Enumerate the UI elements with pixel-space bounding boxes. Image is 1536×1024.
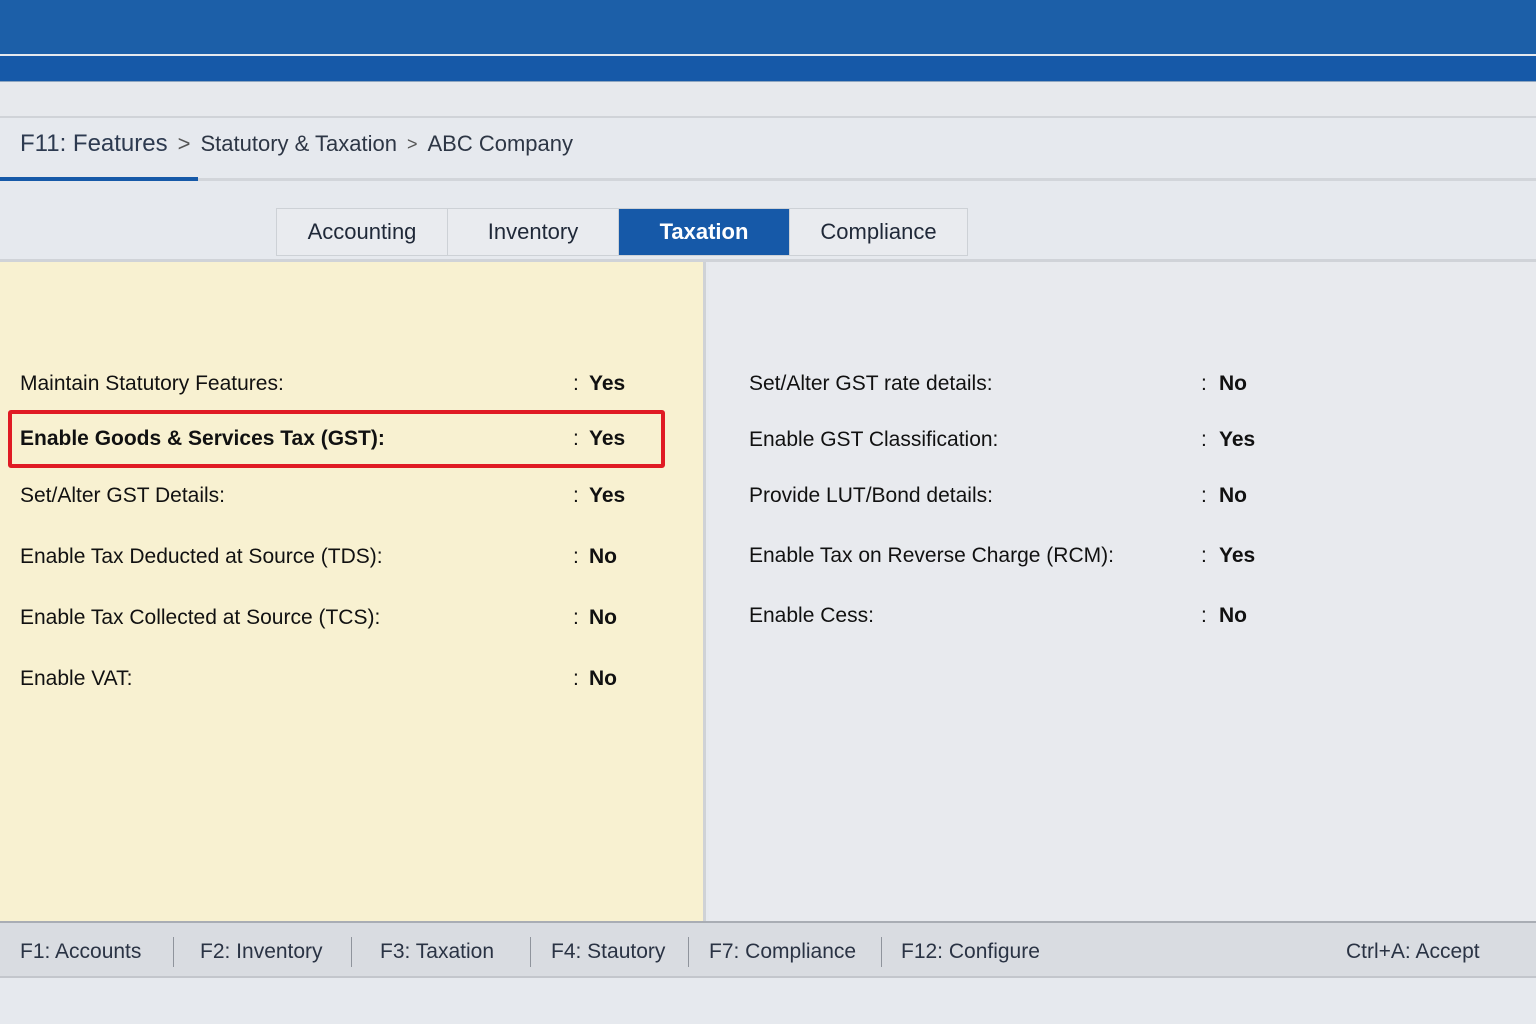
field-colon: : (1201, 428, 1207, 451)
field-value[interactable]: Yes (1219, 544, 1256, 567)
field-value[interactable]: No (1219, 372, 1247, 395)
field-value[interactable]: No (1219, 484, 1247, 507)
breadcrumb-underline (0, 177, 1536, 181)
field-colon: : (573, 372, 579, 395)
field-label: Enable Cess: (749, 604, 874, 627)
field-colon: : (1201, 484, 1207, 507)
field-label: Provide LUT/Bond details: (749, 484, 993, 507)
field-value[interactable]: No (589, 667, 617, 690)
divider (0, 259, 1536, 262)
left-panel (0, 262, 706, 921)
field-row[interactable]: Set/Alter GST Details:: Yes (20, 483, 720, 509)
footer-key-accept[interactable]: Ctrl+A: Accept (1346, 940, 1480, 963)
field-colon: : (573, 545, 579, 568)
menu-bar (0, 56, 1536, 82)
divider (881, 937, 882, 967)
field-row[interactable]: Enable VAT:: No (20, 666, 720, 692)
footer-key-statutory[interactable]: F4: Stautory (551, 940, 666, 963)
field-value[interactable]: Yes (589, 372, 626, 395)
tab-accounting[interactable]: Accounting (277, 209, 448, 255)
field-value[interactable]: Yes (1219, 428, 1256, 451)
breadcrumb-features[interactable]: F11: Features (20, 130, 168, 157)
field-colon: : (1201, 372, 1207, 395)
tab-compliance[interactable]: Compliance (790, 209, 967, 255)
field-row[interactable]: Enable Goods & Services Tax (GST):: Yes (20, 426, 720, 452)
footer-key-compliance[interactable]: F7: Compliance (709, 940, 857, 963)
footer-bar: F1: Accounts F2: Inventory F3: Taxation … (0, 921, 1536, 978)
right-panel (709, 262, 1536, 921)
field-colon: : (573, 606, 579, 629)
field-label: Maintain Statutory Features: (20, 372, 284, 395)
field-row[interactable]: Set/Alter GST rate details:: No (749, 371, 1449, 397)
field-value[interactable]: No (589, 606, 617, 629)
chevron-right-icon: > (406, 133, 418, 154)
footer-key-accounts[interactable]: F1: Accounts (20, 940, 142, 963)
footer-key-inventory[interactable]: F2: Inventory (200, 940, 323, 963)
tab-taxation[interactable]: Taxation (619, 209, 790, 255)
field-value[interactable]: Yes (589, 427, 626, 450)
field-row[interactable]: Provide LUT/Bond details:: No (749, 483, 1449, 509)
divider (530, 937, 531, 967)
footer-key-configure[interactable]: F12: Configure (901, 940, 1040, 963)
breadcrumb: F11: Features > Statutory & Taxation > A… (20, 130, 573, 158)
highlight-box (8, 410, 665, 468)
field-colon: : (1201, 604, 1207, 627)
chevron-right-icon: > (177, 131, 191, 156)
field-row[interactable]: Enable Cess:: No (749, 603, 1449, 629)
field-row[interactable]: Enable Tax Collected at Source (TCS):: No (20, 605, 720, 631)
field-row[interactable]: Enable Tax on Reverse Charge (RCM):: Yes (749, 543, 1449, 569)
field-label: Enable VAT: (20, 667, 133, 690)
field-row[interactable]: Enable Tax Deducted at Source (TDS):: No (20, 544, 720, 570)
divider (351, 937, 352, 967)
field-label: Enable GST Classification: (749, 428, 999, 451)
field-colon: : (573, 427, 579, 450)
field-value[interactable]: No (1219, 604, 1247, 627)
field-colon: : (573, 667, 579, 690)
field-label: Enable Tax on Reverse Charge (RCM): (749, 544, 1114, 567)
field-colon: : (1201, 544, 1207, 567)
divider (688, 937, 689, 967)
field-label: Set/Alter GST rate details: (749, 372, 993, 395)
divider (173, 937, 174, 967)
field-colon: : (573, 484, 579, 507)
field-label: Enable Tax Deducted at Source (TDS): (20, 545, 383, 568)
footer-key-taxation[interactable]: F3: Taxation (380, 940, 495, 963)
field-value[interactable]: No (589, 545, 617, 568)
field-label: Enable Goods & Services Tax (GST): (20, 427, 385, 450)
field-value[interactable]: Yes (589, 484, 626, 507)
tab-bar: Accounting Inventory Taxation Compliance (276, 208, 968, 256)
breadcrumb-company[interactable]: ABC Company (427, 131, 574, 156)
field-row[interactable]: Enable GST Classification:: Yes (749, 427, 1449, 453)
breadcrumb-statutory[interactable]: Statutory & Taxation (200, 131, 397, 156)
field-row[interactable]: Maintain Statutory Features:: Yes (20, 371, 720, 397)
title-bar (0, 0, 1536, 54)
field-label: Set/Alter GST Details: (20, 484, 226, 507)
toolbar-strip (0, 83, 1536, 118)
tab-inventory[interactable]: Inventory (448, 209, 619, 255)
field-label: Enable Tax Collected at Source (TCS): (20, 606, 381, 629)
